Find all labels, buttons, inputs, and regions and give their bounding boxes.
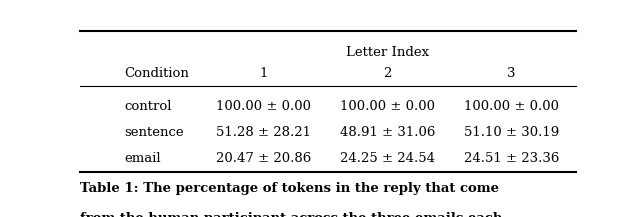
Text: 24.25 ± 24.54: 24.25 ± 24.54 — [340, 152, 435, 165]
Text: 24.51 ± 23.36: 24.51 ± 23.36 — [464, 152, 559, 165]
Text: sentence: sentence — [125, 126, 184, 139]
Text: 100.00 ± 0.00: 100.00 ± 0.00 — [464, 100, 559, 113]
Text: control: control — [125, 100, 172, 113]
Text: from the human participant across the three emails each: from the human participant across the th… — [80, 212, 502, 217]
Text: 3: 3 — [508, 66, 516, 79]
Text: 20.47 ± 20.86: 20.47 ± 20.86 — [216, 152, 311, 165]
Text: Letter Index: Letter Index — [346, 46, 429, 59]
Text: 48.91 ± 31.06: 48.91 ± 31.06 — [340, 126, 435, 139]
Text: 100.00 ± 0.00: 100.00 ± 0.00 — [216, 100, 311, 113]
Text: 100.00 ± 0.00: 100.00 ± 0.00 — [340, 100, 435, 113]
Text: 1: 1 — [259, 66, 268, 79]
Text: 51.28 ± 28.21: 51.28 ± 28.21 — [216, 126, 311, 139]
Text: 51.10 ± 30.19: 51.10 ± 30.19 — [464, 126, 559, 139]
Text: email: email — [125, 152, 161, 165]
Text: Condition: Condition — [125, 66, 189, 79]
Text: Table 1: The percentage of tokens in the reply that come: Table 1: The percentage of tokens in the… — [80, 182, 499, 195]
Text: 2: 2 — [383, 66, 392, 79]
